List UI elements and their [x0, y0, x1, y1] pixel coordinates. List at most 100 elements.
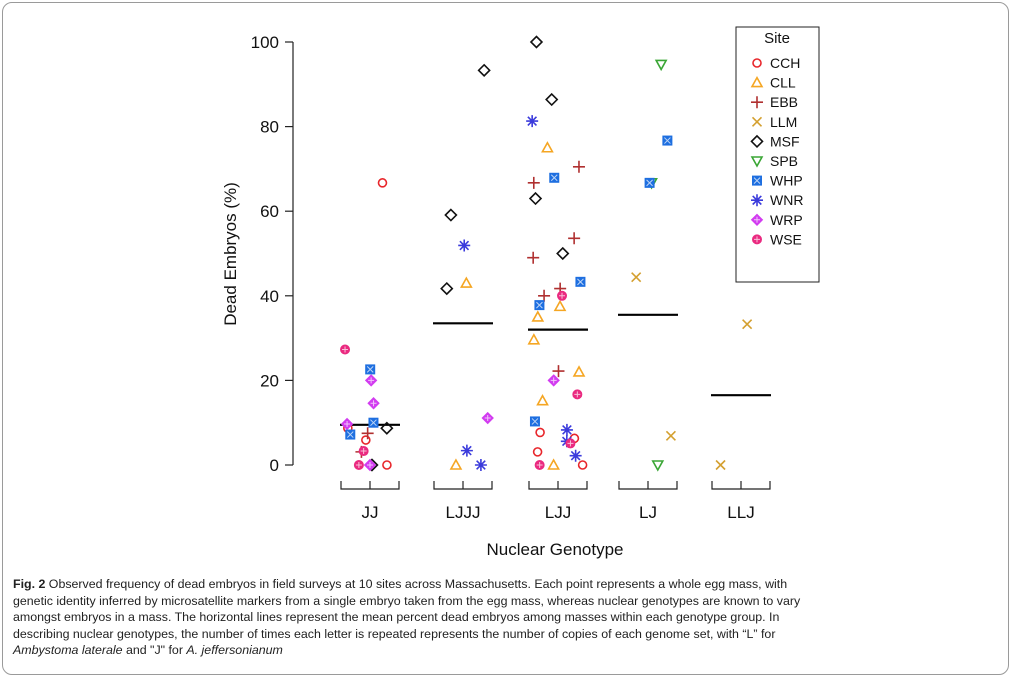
- data-point: [547, 458, 560, 470]
- legend-label: SPB: [770, 153, 798, 169]
- data-point: [380, 421, 394, 435]
- data-point: [547, 374, 560, 387]
- legend-label: MSF: [770, 133, 800, 149]
- data-point: [353, 460, 364, 470]
- y-tick-label: 80: [260, 118, 279, 137]
- data-point: [651, 460, 665, 472]
- legend-label: LLM: [770, 114, 797, 130]
- data-point: [572, 160, 585, 173]
- x-tick-label: LJJJ: [446, 503, 481, 522]
- caption-line-3: amongst embryos in a mass. The horizonta…: [13, 610, 780, 624]
- x-category-bracket: [340, 481, 400, 490]
- y-tick-label: 60: [260, 202, 279, 221]
- legend-label: WHP: [770, 173, 803, 189]
- data-point: [340, 417, 354, 431]
- x-category-bracket: [618, 481, 678, 490]
- legend-marker: [751, 194, 763, 207]
- data-point: [572, 365, 586, 377]
- data-point: [662, 135, 673, 146]
- caption-fig-label: Fig. 2: [13, 577, 46, 591]
- data-point: [532, 447, 543, 457]
- legend-marker: [750, 156, 764, 168]
- data-point: [631, 272, 642, 283]
- data-point: [458, 239, 471, 252]
- data-point: [742, 319, 753, 330]
- caption-line-2: genetic identity inferred by microsatell…: [13, 593, 801, 608]
- data-point: [568, 232, 581, 245]
- data-point: [569, 449, 582, 462]
- data-point: [545, 92, 559, 107]
- data-point: [534, 300, 545, 311]
- data-point: [529, 35, 544, 49]
- x-category-bracket: [528, 481, 588, 490]
- legend-box: [735, 26, 820, 283]
- data-point: [358, 446, 369, 457]
- data-point: [552, 365, 565, 378]
- caption-species-2: A. jeffersonianum: [186, 643, 283, 657]
- data-point: [534, 460, 545, 470]
- data-point: [531, 310, 545, 322]
- data-point: [715, 459, 726, 471]
- data-point: [474, 459, 487, 471]
- legend-marker: [752, 58, 762, 68]
- data-point: [460, 444, 473, 457]
- legend-marker: [750, 134, 764, 149]
- y-tick-label: 100: [251, 33, 279, 52]
- data-point: [549, 172, 560, 183]
- legend-marker: [752, 175, 762, 186]
- data-point: [553, 299, 567, 312]
- figure-caption: Fig. 2 Observed frequency of dead embryo…: [13, 576, 998, 659]
- caption-and-text: and "J" for: [122, 643, 187, 657]
- data-point: [526, 115, 539, 128]
- scatter-chart: 0 20 40 60 80 100 JJ LJJJ LJJ LJ LLJ Site CCH CLL EB…: [221, 26, 820, 559]
- caption-species-1: Ambystoma laterale: [13, 643, 123, 657]
- x-tick-label: LLJ: [727, 503, 754, 522]
- caption-line-4: describing nuclear genotypes, the number…: [13, 626, 776, 641]
- x-tick-label: LJJ: [545, 503, 571, 522]
- data-point: [644, 177, 655, 188]
- data-point: [459, 276, 473, 288]
- data-point: [364, 374, 378, 387]
- data-point: [367, 397, 380, 410]
- legend-label: CCH: [770, 55, 800, 71]
- mean-lines: [340, 313, 771, 426]
- data-point: [575, 276, 586, 287]
- data-point: [654, 59, 668, 72]
- axes: 0 20 40 60 80 100 JJ LJJJ LJJ LJ LLJ: [251, 33, 771, 522]
- data-point: [527, 251, 540, 264]
- data-point: [449, 458, 463, 470]
- data-point: [527, 333, 541, 345]
- legend-label: WNR: [770, 192, 803, 208]
- legend-label: EBB: [770, 94, 798, 110]
- data-point: [556, 246, 570, 261]
- data-point: [535, 427, 545, 438]
- data-point: [541, 141, 554, 153]
- data-point: [538, 289, 551, 302]
- x-tick-label: JJ: [362, 503, 379, 522]
- data-point: [363, 458, 377, 472]
- x-axis-label: Nuclear Genotype: [486, 540, 623, 559]
- data-point: [365, 364, 376, 375]
- data-point: [361, 427, 374, 440]
- data-point: [665, 430, 676, 441]
- data-point: [565, 438, 576, 449]
- legend-title: Site: [764, 30, 790, 47]
- x-category-bracket: [433, 481, 493, 490]
- legend-label: WSE: [770, 231, 802, 247]
- data-point: [529, 416, 540, 427]
- data-point: [340, 344, 351, 355]
- y-tick-label: 0: [270, 456, 279, 475]
- legend-marker: [750, 75, 764, 88]
- y-axis-label: Dead Embryos (%): [221, 182, 240, 326]
- data-point: [527, 176, 540, 189]
- data-points: [340, 35, 753, 472]
- y-tick-label: 20: [260, 371, 279, 390]
- data-point: [368, 417, 379, 428]
- y-tick-label: 40: [260, 287, 279, 306]
- data-point: [440, 281, 454, 296]
- data-point: [528, 191, 543, 206]
- legend: Site CCH CLL EBB LLM MSF SPB WHP WNR WRP WSE: [735, 26, 820, 283]
- legend-label: CLL: [770, 75, 796, 91]
- data-point: [572, 389, 583, 400]
